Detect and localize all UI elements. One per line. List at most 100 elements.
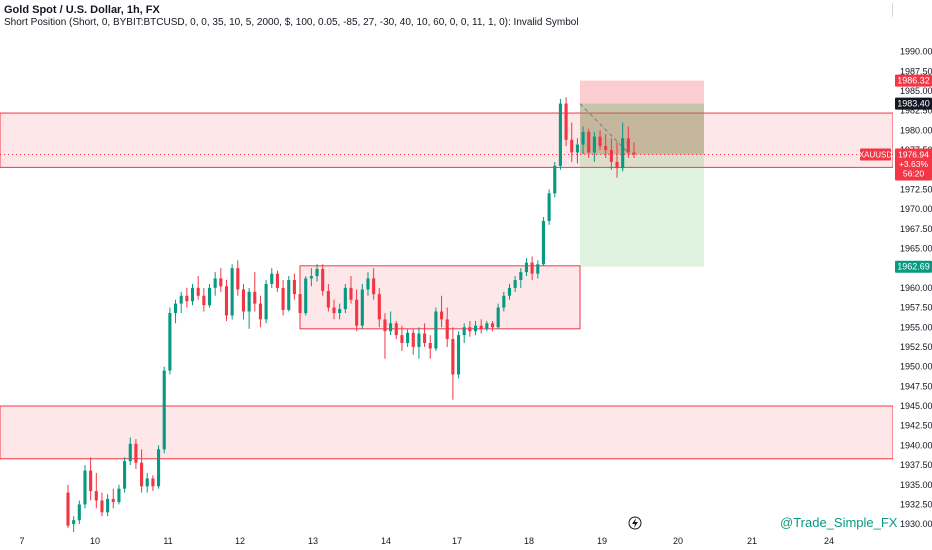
candle-body (434, 311, 438, 349)
candle-body (287, 280, 291, 310)
candle-body (564, 103, 568, 140)
candle-body (196, 287, 200, 296)
price-tick-label: 1960.00 (900, 283, 932, 293)
candle-body (309, 276, 313, 279)
candle-body (621, 138, 625, 169)
zone-3 (0, 405, 894, 460)
candle-body (598, 136, 602, 147)
price-tick-label: 1930.00 (900, 519, 932, 529)
candle-body (83, 470, 87, 505)
price-tick-label: 1965.00 (900, 244, 932, 254)
price-label-bg (895, 74, 932, 87)
candle-body (451, 339, 455, 375)
candle-body (304, 278, 308, 314)
candle-body (94, 491, 98, 501)
price-tick-label: 1980.00 (900, 125, 932, 135)
candle-body (253, 291, 257, 304)
candle-body (377, 294, 381, 320)
candle-body (592, 136, 596, 153)
candle-body (77, 504, 81, 521)
price-tick-label: 1945.00 (900, 401, 932, 411)
target-zone (580, 154, 704, 267)
candle-body (72, 520, 76, 525)
candle-body (168, 313, 172, 371)
candle-body (553, 165, 557, 194)
candle-body (479, 325, 483, 329)
candle-body (632, 152, 636, 155)
indicator-legend[interactable]: Short Position (Short, 0, BYBIT:BTCUSD, … (4, 17, 579, 28)
candle-body (321, 268, 325, 292)
price-tick-label: 1967.50 (900, 224, 932, 234)
candle-body (315, 268, 319, 277)
candle-body (445, 319, 449, 340)
price-tick-label: 1970.00 (900, 204, 932, 214)
price-tick-label: 1955.00 (900, 322, 932, 332)
candle-body (298, 294, 302, 314)
candle-body (213, 278, 217, 288)
symbol-tag (860, 148, 891, 161)
candle-body (219, 278, 223, 287)
candle-body (609, 150, 613, 162)
zone-1 (0, 112, 894, 168)
candle-body (428, 343, 432, 349)
current-price-text: 1976.94 (898, 149, 929, 159)
candle-body (140, 462, 144, 487)
candle-body (100, 500, 104, 513)
price-label-bg (895, 260, 932, 273)
candle-body (236, 268, 240, 290)
candle-body (349, 287, 353, 300)
candle-body (456, 335, 461, 375)
short-position-tool[interactable] (0, 80, 893, 267)
candle-body (507, 287, 512, 296)
price-tick-label: 1950.00 (900, 362, 932, 372)
price-tick-label: 1990.00 (900, 47, 932, 57)
candle-body (202, 295, 206, 306)
candle-body (241, 289, 246, 312)
time-tick-label: 10 (90, 536, 100, 546)
candle-body (400, 335, 404, 343)
candle-body (66, 492, 70, 526)
candle-body (558, 103, 562, 166)
change-text: +3.63% (899, 159, 929, 169)
candle-body (570, 139, 574, 153)
candle-body (128, 443, 132, 462)
candle-body (513, 280, 517, 288)
price-tick-label: 1932.50 (900, 499, 932, 509)
candle-body (157, 449, 161, 487)
price-tick-label: 1937.50 (900, 460, 932, 470)
time-axis[interactable]: 7 10 11 12 13 14 17 18 19 20 21 24 (19, 536, 834, 546)
candle-body (173, 303, 178, 314)
price-axis[interactable]: 1930.00 1932.50 1935.00 1937.50 1940.00 1942.… (893, 0, 932, 550)
candle-body (332, 307, 336, 314)
candle-body (281, 287, 285, 310)
candle-body (258, 303, 262, 320)
price-tick-label: 1957.50 (900, 303, 932, 313)
time-tick-label: 24 (824, 536, 834, 546)
candles-layer (66, 97, 636, 532)
candle-body (230, 268, 234, 316)
candle-body (502, 295, 506, 308)
candle-body (383, 319, 387, 332)
symbol-tag-text: XAUUSD (859, 150, 893, 159)
price-labels: 1986.32 1983.40 1962.69 XAUUSD 1976.94+3.63%… (859, 74, 932, 273)
time-tick-label: 20 (673, 536, 683, 546)
zones-layer (0, 112, 894, 460)
price-tick-label: 1982.50 (900, 106, 932, 116)
bolt-icon[interactable] (628, 516, 642, 530)
candle-body (134, 443, 138, 463)
candle-body (626, 138, 630, 153)
time-tick-label: 21 (747, 536, 757, 546)
candle-body (587, 131, 591, 153)
candle-body (224, 286, 229, 316)
candle-body (117, 488, 121, 503)
candle-body (462, 327, 466, 336)
price-tick-label: 1935.00 (900, 480, 932, 490)
chart-title: Gold Spot / U.S. Dollar, 1h, FX (4, 4, 160, 16)
candle-body (185, 295, 189, 302)
price-label-text: 1983.40 (897, 99, 930, 109)
candle-body (575, 144, 579, 153)
time-tick-label: 7 (19, 536, 24, 546)
time-tick-label: 18 (524, 536, 534, 546)
candle-body (547, 193, 551, 221)
